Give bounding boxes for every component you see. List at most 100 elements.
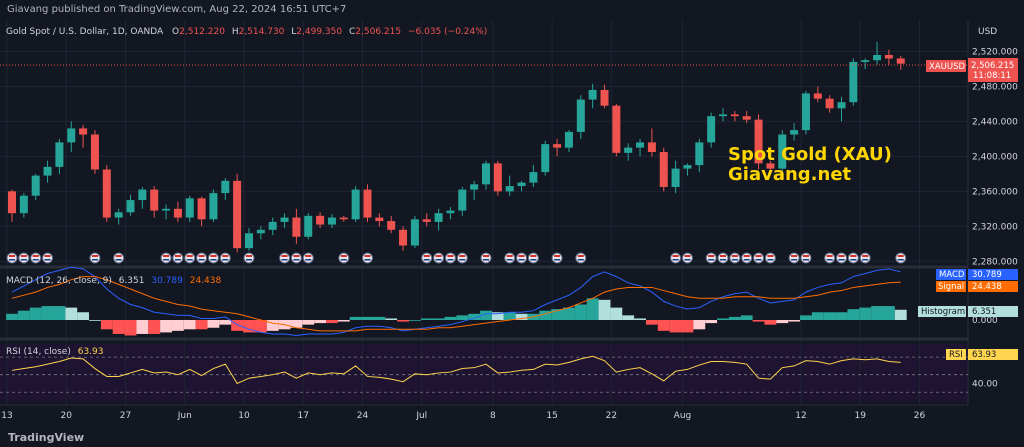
us-flag-event-icon[interactable] <box>421 252 433 264</box>
candle[interactable] <box>576 95 585 139</box>
candle[interactable] <box>422 213 431 227</box>
candle[interactable] <box>375 213 384 227</box>
candle[interactable] <box>647 128 656 157</box>
us-flag-event-icon[interactable] <box>243 252 255 264</box>
candle[interactable] <box>339 215 348 222</box>
us-flag-event-icon[interactable] <box>290 252 302 264</box>
candle[interactable] <box>233 173 242 253</box>
candle[interactable] <box>730 110 739 122</box>
candle[interactable] <box>636 138 645 157</box>
candle[interactable] <box>754 114 763 170</box>
us-flag-event-icon[interactable] <box>824 252 836 264</box>
us-flag-event-icon[interactable] <box>527 252 539 264</box>
candle[interactable] <box>292 208 301 244</box>
candle[interactable] <box>410 215 419 249</box>
us-flag-event-icon[interactable] <box>895 252 907 264</box>
candle[interactable] <box>695 138 704 173</box>
time-axis[interactable]: 13 20 27 Jun 10 17 24 Jul 8 15 22 Aug 12 19 26 <box>1 411 925 421</box>
candle[interactable] <box>138 186 147 209</box>
candle[interactable] <box>813 86 822 103</box>
candle[interactable] <box>185 195 194 222</box>
us-flag-event-icon[interactable] <box>18 252 30 264</box>
us-flag-event-icon[interactable] <box>113 252 125 264</box>
us-flag-event-icon[interactable] <box>480 252 492 264</box>
candle[interactable] <box>482 160 490 190</box>
candle[interactable] <box>19 193 28 218</box>
candle[interactable] <box>446 207 455 220</box>
us-flag-event-icon[interactable] <box>172 252 184 264</box>
candle[interactable] <box>470 180 479 201</box>
us-flag-event-icon[interactable] <box>705 252 717 264</box>
us-flag-event-icon[interactable] <box>338 252 350 264</box>
candle[interactable] <box>90 130 99 174</box>
candle[interactable] <box>612 103 621 157</box>
candle[interactable] <box>221 178 230 201</box>
candle[interactable] <box>304 213 313 240</box>
candle[interactable] <box>564 130 573 152</box>
us-flag-event-icon[interactable] <box>847 252 859 264</box>
candle[interactable] <box>671 160 680 194</box>
candle[interactable] <box>351 186 360 222</box>
candle[interactable] <box>162 204 171 220</box>
us-flag-event-icon[interactable] <box>504 252 516 264</box>
us-flag-event-icon[interactable] <box>89 252 101 264</box>
candle[interactable] <box>790 123 799 141</box>
candle[interactable] <box>126 194 135 216</box>
candle[interactable] <box>588 83 597 109</box>
candle[interactable] <box>766 160 775 174</box>
us-flag-event-icon[interactable] <box>196 252 208 264</box>
candle[interactable] <box>896 55 905 70</box>
candle[interactable] <box>837 96 846 122</box>
us-flag-event-icon[interactable] <box>764 252 776 264</box>
candle[interactable] <box>31 173 40 201</box>
candle[interactable] <box>600 84 609 109</box>
candle[interactable] <box>529 165 538 187</box>
candle[interactable] <box>280 213 289 229</box>
us-flag-event-icon[interactable] <box>681 252 693 264</box>
us-flag-event-icon[interactable] <box>302 252 314 264</box>
candle[interactable] <box>778 130 787 173</box>
us-flag-event-icon[interactable] <box>788 252 800 264</box>
candle[interactable] <box>387 215 396 234</box>
us-flag-event-icon[interactable] <box>184 252 196 264</box>
us-flag-event-icon[interactable] <box>575 252 587 264</box>
candle[interactable] <box>8 189 16 222</box>
candle[interactable] <box>268 217 277 236</box>
candle[interactable] <box>79 124 88 148</box>
candle[interactable] <box>434 208 443 231</box>
tradingview-logo[interactable]: TradingView <box>8 431 85 444</box>
candle[interactable] <box>825 95 834 113</box>
candle[interactable] <box>541 140 550 176</box>
candle[interactable] <box>150 186 159 218</box>
candle[interactable] <box>327 214 336 229</box>
candle[interactable] <box>553 138 562 157</box>
candle[interactable] <box>683 163 692 176</box>
us-flag-event-icon[interactable] <box>753 252 765 264</box>
us-flag-event-icon[interactable] <box>444 252 456 264</box>
us-flag-event-icon[interactable] <box>160 252 172 264</box>
us-flag-event-icon[interactable] <box>279 252 291 264</box>
us-flag-event-icon[interactable] <box>729 252 741 264</box>
us-flag-event-icon[interactable] <box>717 252 729 264</box>
us-flag-event-icon[interactable] <box>433 252 445 264</box>
us-flag-event-icon[interactable] <box>800 252 812 264</box>
candle[interactable] <box>102 165 111 222</box>
candle[interactable] <box>849 58 858 106</box>
candle[interactable] <box>43 160 52 183</box>
candle[interactable] <box>884 49 893 65</box>
rsi-legend[interactable]: RSI (14, close) 63.93 <box>6 347 104 357</box>
us-flag-event-icon[interactable] <box>6 252 18 264</box>
candle[interactable] <box>493 160 502 196</box>
us-flag-event-icon[interactable] <box>741 252 753 264</box>
candle[interactable] <box>624 143 633 161</box>
chart-area[interactable]: 2,520.000 2,480.000 2,440.000 2,400.000 2,36… <box>0 20 1024 427</box>
us-flag-event-icon[interactable] <box>207 252 219 264</box>
candle[interactable] <box>873 41 882 65</box>
candle[interactable] <box>363 184 372 222</box>
candle[interactable] <box>173 201 182 222</box>
us-flag-event-icon[interactable] <box>456 252 468 264</box>
candle[interactable] <box>659 147 668 192</box>
currency-label[interactable]: USD <box>978 27 997 37</box>
us-flag-event-icon[interactable] <box>516 252 528 264</box>
candle[interactable] <box>209 189 218 222</box>
